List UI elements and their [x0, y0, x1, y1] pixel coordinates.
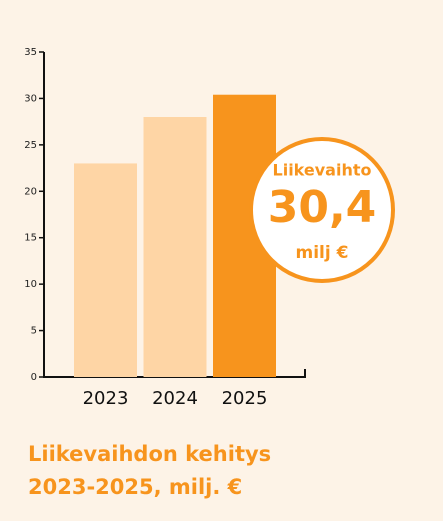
y-tick-label: 0: [31, 372, 37, 383]
caption: Liikevaihdon kehitys: [28, 442, 271, 466]
callout-circle: [249, 137, 395, 283]
y-tick-label: 10: [24, 279, 37, 290]
callout-value: 30,4: [268, 182, 377, 233]
y-tick-label: 5: [31, 326, 37, 337]
callout-label: Liikevaihto: [273, 161, 372, 180]
y-tick-label: 25: [24, 140, 37, 151]
bar: [74, 163, 137, 377]
bar: [143, 117, 207, 377]
y-tick-label: 15: [24, 233, 37, 244]
x-tick-label: 2024: [152, 388, 198, 409]
callout-unit: milj €: [296, 243, 349, 263]
y-tick-label: 30: [24, 93, 37, 104]
caption: 2023-2025, milj. €: [28, 475, 242, 499]
x-tick-label: 2025: [222, 388, 268, 409]
y-tick-label: 35: [24, 47, 37, 58]
y-tick-label: 20: [24, 186, 37, 197]
x-tick-label: 2023: [83, 388, 129, 409]
